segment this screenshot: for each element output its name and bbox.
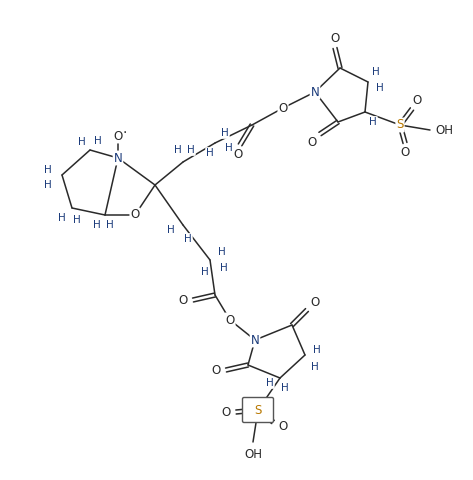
Text: H: H bbox=[73, 215, 81, 225]
Text: S: S bbox=[396, 119, 403, 132]
Text: H: H bbox=[206, 148, 214, 158]
Text: H: H bbox=[225, 143, 233, 153]
Text: H: H bbox=[313, 345, 321, 355]
Text: O: O bbox=[412, 95, 421, 108]
Text: H: H bbox=[44, 180, 52, 190]
Text: H: H bbox=[44, 165, 52, 175]
FancyBboxPatch shape bbox=[243, 397, 273, 422]
Text: H: H bbox=[376, 83, 384, 93]
Text: O: O bbox=[330, 32, 340, 45]
Text: H: H bbox=[311, 362, 319, 372]
Text: O: O bbox=[221, 406, 231, 419]
Text: O: O bbox=[400, 146, 410, 159]
Text: O: O bbox=[233, 147, 243, 160]
Text: O: O bbox=[225, 313, 235, 326]
Text: N: N bbox=[311, 85, 319, 98]
Text: O: O bbox=[279, 420, 288, 433]
Text: S: S bbox=[254, 404, 262, 417]
Text: H: H bbox=[220, 263, 228, 273]
Text: H: H bbox=[372, 67, 380, 77]
Text: H: H bbox=[221, 128, 229, 138]
Text: OH: OH bbox=[244, 447, 262, 460]
Text: H: H bbox=[93, 220, 101, 230]
Text: H: H bbox=[78, 137, 86, 147]
Text: O: O bbox=[310, 296, 320, 309]
Text: H: H bbox=[94, 136, 102, 146]
Text: H: H bbox=[369, 117, 377, 127]
Text: N: N bbox=[251, 334, 259, 347]
Text: O: O bbox=[114, 130, 123, 143]
Text: H: H bbox=[106, 220, 114, 230]
Text: H: H bbox=[58, 213, 66, 223]
Text: O: O bbox=[279, 101, 288, 115]
Text: O: O bbox=[178, 293, 188, 307]
Text: N: N bbox=[114, 152, 123, 165]
Text: O: O bbox=[307, 135, 316, 148]
Text: H: H bbox=[281, 383, 289, 393]
Text: H: H bbox=[167, 225, 175, 235]
Text: O: O bbox=[131, 208, 140, 221]
Text: ·: · bbox=[123, 126, 127, 140]
Text: H: H bbox=[184, 234, 192, 244]
Text: H: H bbox=[201, 267, 209, 277]
Text: H: H bbox=[174, 145, 182, 155]
Text: H: H bbox=[266, 378, 274, 388]
Text: H: H bbox=[187, 145, 195, 155]
Text: OH: OH bbox=[435, 123, 453, 136]
Text: H: H bbox=[218, 247, 226, 257]
Text: O: O bbox=[211, 363, 220, 376]
